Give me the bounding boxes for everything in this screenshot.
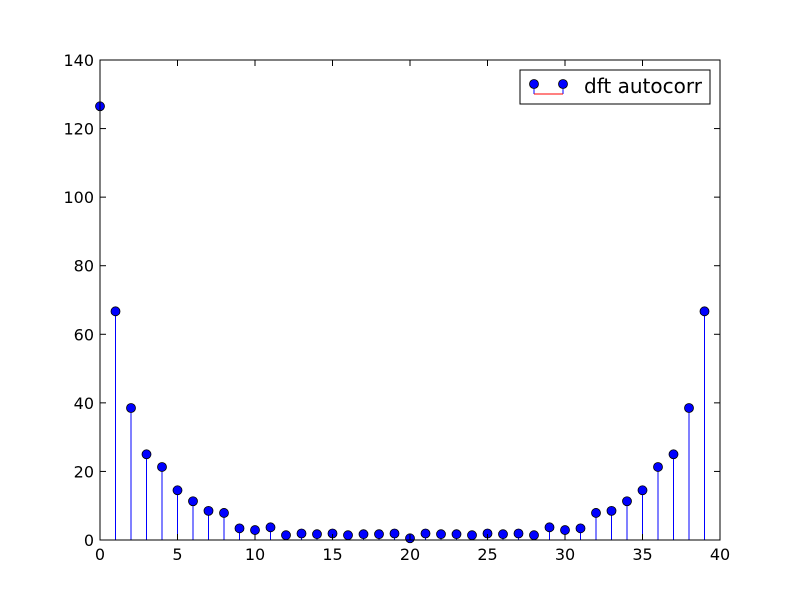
stem-marker: [467, 530, 477, 541]
stem-marker: [265, 522, 276, 533]
stem-marker: [110, 306, 121, 317]
stem-marker: [343, 530, 353, 541]
stem-marker: [358, 529, 369, 540]
stem-marker: [126, 403, 136, 413]
stem-marker: [513, 528, 524, 539]
stem-marker: [389, 528, 400, 539]
stem-marker: [451, 529, 462, 540]
legend-box: [519, 69, 711, 105]
stem-marker: [606, 505, 617, 516]
legend: dft autocorr: [519, 69, 711, 105]
x-tick-label: 40: [710, 545, 730, 564]
x-tick-label: 5: [172, 545, 182, 564]
stem-marker: [250, 525, 260, 535]
legend-marker: [558, 79, 568, 89]
y-tick-label: 60: [74, 325, 94, 344]
y-tick-label: 40: [74, 394, 94, 413]
y-tick-label: 20: [74, 462, 94, 481]
x-tick-label: 0: [95, 545, 105, 564]
stem-marker: [637, 485, 648, 496]
stem-marker: [699, 306, 710, 317]
y-tick-label: 120: [63, 120, 94, 139]
stem-marker: [668, 449, 679, 460]
y-tick-label: 140: [63, 51, 94, 70]
stem-marker: [374, 529, 384, 540]
stem-marker: [312, 529, 322, 540]
stem-marker: [234, 523, 245, 534]
stem-marker: [188, 496, 198, 507]
x-tick-label: 15: [322, 545, 342, 564]
x-tick-label: 25: [477, 545, 497, 564]
stem-marker: [560, 525, 570, 535]
x-tick-label: 35: [632, 545, 652, 564]
stem-marker: [219, 508, 229, 518]
y-tick-label: 80: [74, 257, 94, 276]
x-tick-label: 10: [245, 545, 265, 564]
markers-layer: [95, 101, 710, 544]
stem-marker: [684, 403, 694, 413]
stem-marker: [141, 449, 152, 460]
stem-marker: [157, 462, 167, 472]
stem-marker: [591, 508, 601, 518]
stem-marker: [296, 528, 307, 539]
y-tick-label: 0: [84, 531, 94, 550]
legend-marker: [529, 79, 539, 89]
y-tick-label: 100: [63, 188, 94, 207]
stem-marker: [544, 522, 555, 533]
stem-marker: [498, 529, 508, 540]
stem-marker: [172, 485, 183, 496]
stem-marker: [575, 523, 586, 534]
x-tick-label: 20: [400, 545, 420, 564]
stem-marker: [420, 528, 431, 539]
stem-marker: [281, 530, 291, 541]
plot-area: [100, 60, 720, 540]
ticks-layer: 0 5 10 15 20 25 30 35 40 0 20 40 60 80 100 120 140: [63, 51, 730, 564]
legend-label: dft autocorr: [584, 74, 703, 98]
x-tick-label: 30: [555, 545, 575, 564]
stem-marker: [203, 505, 214, 516]
stem-marker: [436, 529, 446, 540]
stem-marker: [622, 496, 632, 507]
stem-marker: [653, 462, 663, 472]
stem-marker: [529, 530, 539, 541]
